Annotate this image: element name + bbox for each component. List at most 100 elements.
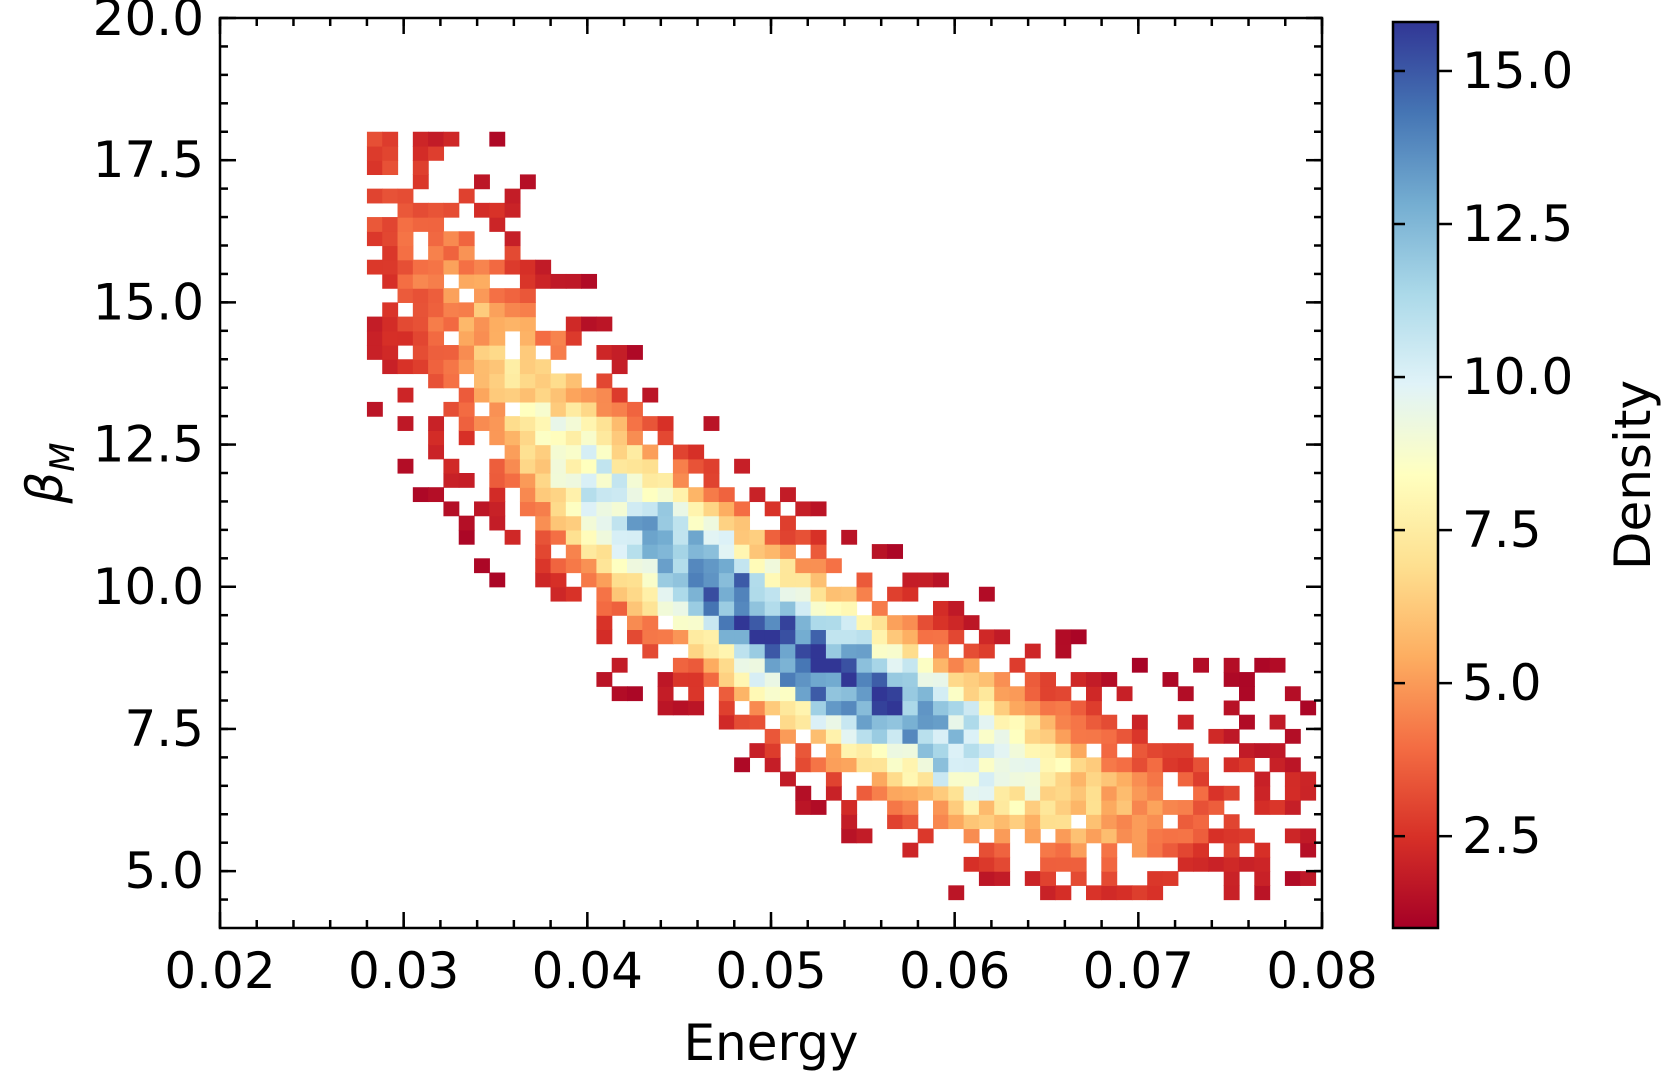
heatmap-cell — [1147, 885, 1164, 901]
heatmap-cell — [1116, 885, 1133, 901]
heatmap-cell — [902, 743, 919, 758]
heatmap-cell — [718, 643, 735, 659]
heatmap-cell — [871, 700, 888, 716]
heatmap-cell — [810, 700, 827, 716]
heatmap-cell — [1269, 743, 1286, 758]
heatmap-cell — [764, 586, 781, 602]
heatmap-cell — [780, 544, 796, 559]
heatmap-cell — [489, 202, 506, 218]
heatmap-cell — [688, 444, 705, 460]
heatmap-cell — [458, 529, 475, 545]
heatmap-cell — [657, 501, 674, 517]
heatmap-cell — [703, 615, 720, 631]
heatmap-cell — [535, 572, 552, 588]
heatmap-cell — [1177, 771, 1194, 787]
heatmap-cell — [519, 302, 536, 318]
heatmap-cell — [902, 757, 919, 773]
heatmap-cell — [397, 458, 414, 474]
heatmap-cell — [749, 529, 766, 545]
heatmap-cell — [519, 387, 536, 403]
heatmap-cell — [672, 501, 689, 517]
heatmap-cell — [978, 757, 995, 773]
heatmap-cell — [795, 757, 812, 773]
heatmap-cell — [887, 672, 904, 687]
heatmap-cell — [519, 487, 536, 503]
heatmap-cell — [428, 444, 445, 460]
heatmap-cell — [642, 444, 659, 460]
heatmap-cell — [596, 416, 613, 431]
heatmap-cell — [734, 657, 751, 673]
heatmap-cell — [718, 558, 735, 574]
heatmap-cell — [382, 302, 399, 318]
heatmap-cell — [535, 529, 552, 545]
heatmap-cell — [596, 345, 613, 360]
heatmap-cell — [902, 771, 919, 787]
heatmap-cell — [366, 330, 383, 346]
heatmap-cell — [1055, 714, 1072, 730]
heatmap-cell — [871, 714, 888, 730]
heatmap-cell — [963, 785, 980, 801]
colorbar-tick-label: 10.0 — [1462, 348, 1573, 406]
heatmap-cell — [1055, 700, 1072, 716]
heatmap-cell — [688, 700, 705, 716]
heatmap-cell — [504, 259, 521, 275]
heatmap-cell — [963, 800, 980, 815]
heatmap-cell — [642, 629, 659, 645]
heatmap-cell — [1223, 871, 1240, 886]
x-tick-label: 0.03 — [348, 942, 459, 1000]
heatmap-cell — [443, 231, 460, 247]
heatmap-cell — [1070, 842, 1087, 858]
heatmap-cell — [978, 814, 995, 830]
heatmap-cell — [856, 686, 873, 702]
heatmap-cell — [565, 316, 582, 332]
heatmap-cell — [1177, 686, 1194, 702]
heatmap-cell — [871, 728, 888, 744]
heatmap-cell — [933, 771, 949, 787]
heatmap-cell — [703, 416, 720, 431]
heatmap-cell — [535, 473, 552, 488]
heatmap-cell — [1177, 757, 1194, 773]
heatmap-cell — [412, 217, 429, 232]
heatmap-cell — [703, 501, 720, 517]
heatmap-cell — [489, 359, 506, 375]
heatmap-cell — [1177, 856, 1194, 872]
heatmap-cell — [397, 231, 414, 247]
heatmap-cell — [902, 785, 919, 801]
heatmap-cell — [780, 700, 796, 716]
heatmap-cell — [366, 217, 383, 232]
heatmap-cell — [581, 473, 598, 488]
heatmap-cell — [963, 856, 980, 872]
heatmap-cell — [519, 458, 536, 474]
heatmap-cell — [825, 700, 842, 716]
heatmap-cell — [1040, 885, 1057, 901]
heatmap-cell — [1055, 828, 1072, 844]
heatmap-cell — [519, 359, 536, 375]
heatmap-cell — [841, 657, 858, 673]
heatmap-cell — [366, 316, 383, 332]
heatmap-cell — [795, 700, 812, 716]
heatmap-cell — [550, 487, 567, 503]
heatmap-cell — [504, 444, 521, 460]
heatmap-cell — [443, 373, 460, 389]
heatmap-cell — [627, 458, 643, 474]
heatmap-cell — [841, 686, 858, 702]
heatmap-cell — [688, 600, 705, 616]
heatmap-cell — [795, 686, 812, 702]
heatmap-cell — [871, 629, 888, 645]
heatmap-cell — [1040, 743, 1057, 758]
heatmap-cell — [994, 714, 1011, 730]
heatmap-cell — [780, 672, 796, 687]
heatmap-cell — [841, 586, 858, 602]
heatmap-cell — [1284, 757, 1301, 773]
heatmap-cell — [994, 814, 1011, 830]
heatmap-cell — [443, 288, 460, 303]
heatmap-cell — [994, 757, 1011, 773]
heatmap-cell — [795, 785, 812, 801]
heatmap-cell — [1101, 800, 1118, 815]
heatmap-cell — [565, 586, 582, 602]
heatmap-cell — [382, 316, 399, 332]
heatmap-cell — [841, 757, 858, 773]
heatmap-cell — [749, 558, 766, 574]
heatmap-cell — [1024, 800, 1041, 815]
heatmap-cell — [474, 359, 490, 375]
